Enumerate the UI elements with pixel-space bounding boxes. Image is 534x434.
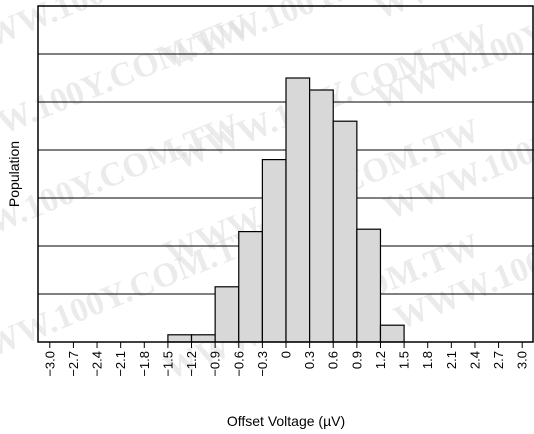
histogram-bar <box>214 286 240 343</box>
x-tick-label: 3.0 <box>515 351 530 369</box>
histogram-bar <box>379 324 405 343</box>
x-tick-label: 0.9 <box>349 351 364 369</box>
histogram-bar <box>167 334 193 343</box>
histogram-bar <box>285 77 311 343</box>
x-tick-label: −2.4 <box>90 351 105 377</box>
x-tick-label: 1.2 <box>373 351 388 369</box>
x-tick-label: 1.5 <box>397 351 412 369</box>
histogram-bar <box>190 334 216 343</box>
x-tick-label: 1.8 <box>420 351 435 369</box>
x-ticks: −3.0 −2.7 −2.4 −2.1 −1.8 −1.5 −1.2 −0.9 −0.6 −0.3… <box>42 342 530 377</box>
histogram-bar <box>309 89 334 343</box>
x-tick-label: −1.2 <box>184 351 199 377</box>
x-tick-label: 0.6 <box>326 351 341 369</box>
x-tick-label: −1.5 <box>160 351 175 377</box>
x-tick-label: 2.1 <box>444 351 459 369</box>
histogram-bar <box>332 120 358 343</box>
x-tick-label: −0.9 <box>208 351 223 377</box>
y-axis-label: Population <box>6 141 22 207</box>
x-tick-label: −3.0 <box>42 351 57 377</box>
x-tick-label: −1.8 <box>137 351 152 377</box>
x-tick-label: 0.3 <box>302 351 317 369</box>
x-tick-label: −2.7 <box>66 351 81 377</box>
histogram-bar <box>238 231 263 343</box>
x-tick-label: 2.4 <box>467 351 482 369</box>
watermark-text: WWW.100Y.COM.TW <box>369 0 534 27</box>
x-tick-label: 0 <box>279 351 294 358</box>
x-tick-label: −2.1 <box>113 351 128 377</box>
x-tick-label: 2.7 <box>491 351 506 369</box>
histogram-bar <box>356 228 382 343</box>
x-axis-label: Offset Voltage (µV) <box>227 413 345 429</box>
x-tick-label: −0.3 <box>255 351 270 377</box>
histogram-bar <box>261 159 287 343</box>
x-tick-label: −0.6 <box>231 351 246 377</box>
